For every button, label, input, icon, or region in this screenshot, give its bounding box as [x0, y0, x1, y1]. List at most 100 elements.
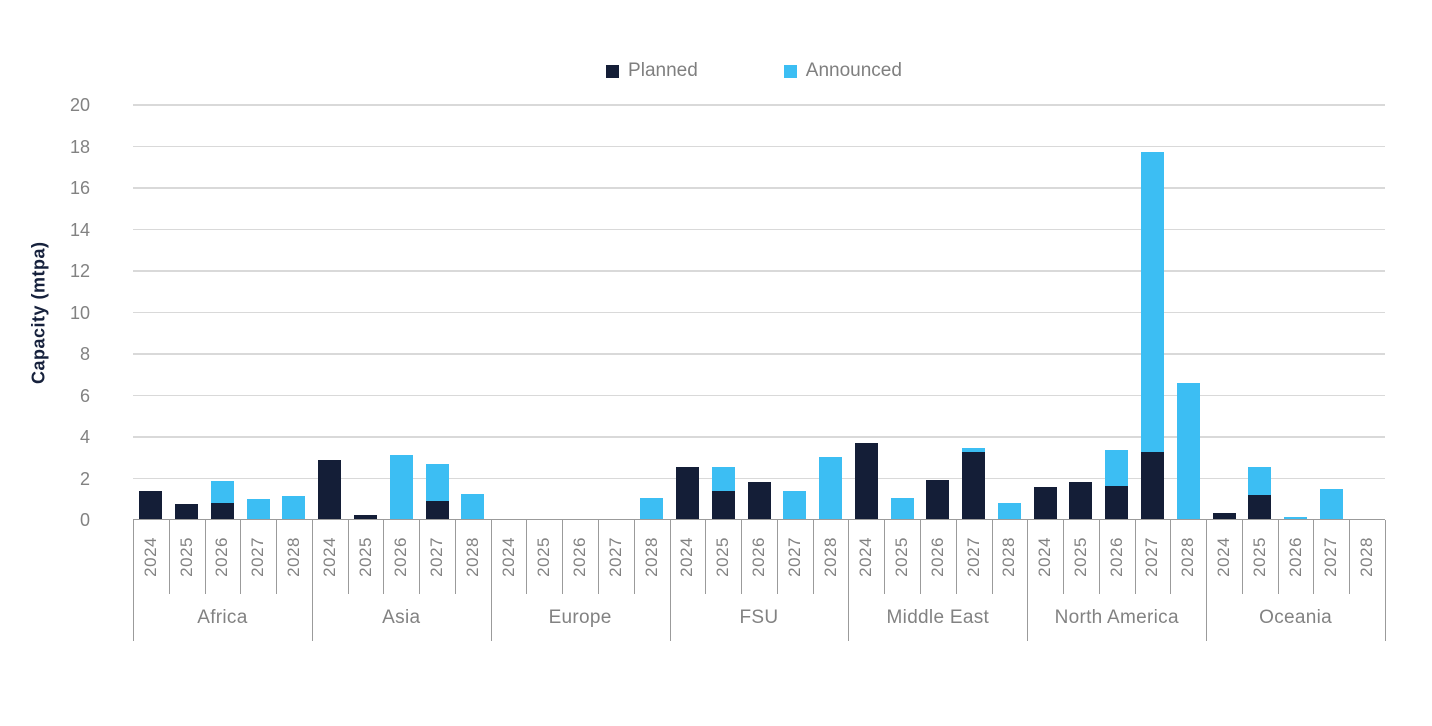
year-tick-label: 2028	[999, 537, 1019, 577]
year-tick-cell: 2025	[169, 520, 205, 594]
bar-planned-fsu-2025	[711, 491, 735, 519]
year-tick-cell: 2024	[848, 520, 884, 594]
year-divider-line	[562, 520, 564, 594]
bar-announced-middle-east-2028	[997, 503, 1021, 519]
y-tick-label: 14	[69, 219, 90, 240]
year-tick-label: 2025	[534, 537, 554, 577]
region-divider-line	[669, 520, 671, 641]
year-tick-label: 2026	[212, 537, 232, 577]
gridline	[133, 436, 1385, 438]
year-tick-label: 2025	[1070, 537, 1090, 577]
y-tick-label: 20	[69, 95, 90, 115]
year-tick-cell: 2028	[992, 520, 1028, 594]
bar-announced-asia-2027	[425, 464, 449, 502]
bar-announced-asia-2028	[461, 494, 485, 519]
bar-announced-africa-2028	[282, 496, 306, 519]
region-label-africa: Africa	[197, 606, 248, 628]
bar-planned-middle-east-2026	[926, 479, 950, 519]
bar-planned-asia-2025	[354, 514, 377, 519]
year-divider-line	[1134, 520, 1136, 594]
year-tick-label: 2024	[319, 537, 339, 577]
year-tick-label: 2026	[748, 537, 768, 577]
gridline	[133, 228, 1385, 231]
gridline	[133, 394, 1385, 397]
bar-planned-fsu-2024	[675, 467, 699, 519]
y-tick-label: 0	[79, 510, 90, 530]
bar-planned-africa-2025	[175, 504, 199, 519]
year-tick-label: 2026	[391, 537, 411, 577]
year-divider-line	[598, 520, 600, 594]
bar-planned-middle-east-2024	[854, 443, 878, 519]
year-divider-line	[1313, 520, 1315, 594]
bar-planned-africa-2024	[139, 491, 163, 519]
year-tick-cell: 2027	[777, 520, 813, 594]
gridline	[133, 477, 1385, 480]
year-tick-label: 2024	[677, 537, 697, 577]
year-divider-line	[1063, 520, 1065, 594]
legend-item-announced: Announced	[783, 60, 902, 82]
year-divider-line	[383, 520, 385, 594]
legend-swatch-planned	[606, 64, 620, 78]
y-tick-label: 10	[69, 302, 90, 323]
year-tick-label: 2027	[784, 537, 804, 577]
bar-planned-north-america-2026	[1105, 485, 1129, 519]
region-divider-line	[311, 520, 313, 641]
year-tick-label: 2024	[1214, 537, 1234, 577]
year-divider-line	[633, 520, 635, 594]
year-divider-line	[240, 520, 242, 594]
bar-announced-asia-2026	[389, 454, 413, 519]
bar-planned-oceania-2024	[1212, 512, 1236, 519]
year-tick-label: 2024	[856, 537, 876, 577]
y-tick-label: 8	[79, 344, 90, 364]
year-divider-line	[991, 520, 993, 594]
year-tick-label: 2025	[713, 537, 733, 577]
region-divider-line	[1385, 520, 1386, 641]
bar-announced-oceania-2027	[1319, 488, 1343, 519]
year-tick-cell: 2028	[1349, 520, 1385, 594]
legend-swatch-announced	[783, 64, 797, 78]
year-tick-cell: 2024	[1206, 520, 1242, 594]
year-tick-cell: 2026	[205, 520, 241, 594]
y-axis-tick-labels: 0 2 4 6 8 10 12 14 16 18 20	[0, 95, 112, 530]
bar-announced-fsu-2027	[783, 491, 807, 519]
bar-announced-middle-east-2025	[890, 498, 914, 519]
year-tick-cell: 2028	[1170, 520, 1206, 594]
bar-announced-europe-2028	[640, 498, 664, 519]
year-tick-label: 2028	[820, 537, 840, 577]
gridline	[133, 187, 1385, 189]
year-divider-line	[705, 520, 707, 594]
legend-label: Planned	[628, 60, 698, 81]
year-tick-cell: 2027	[1135, 520, 1171, 594]
y-tick-label: 18	[69, 136, 90, 157]
year-tick-label: 2027	[248, 537, 268, 577]
region-label-europe: Europe	[548, 606, 612, 628]
year-tick-label: 2028	[462, 537, 482, 577]
bar-planned-fsu-2026	[747, 481, 771, 519]
year-tick-label: 2024	[140, 537, 160, 577]
region-divider-line	[133, 520, 134, 641]
plot-area	[133, 104, 1385, 520]
year-divider-line	[1170, 520, 1172, 594]
region-label-fsu: FSU	[739, 606, 779, 628]
year-tick-cell: 2025	[1063, 520, 1099, 594]
gridline	[133, 145, 1385, 148]
gridline	[133, 311, 1385, 314]
year-divider-line	[955, 520, 957, 594]
year-tick-cell: 2025	[884, 520, 920, 594]
gridline	[133, 104, 1385, 106]
year-tick-label: 2024	[1035, 537, 1055, 577]
bar-announced-oceania-2025	[1248, 467, 1272, 496]
year-tick-cell: 2025	[1242, 520, 1278, 594]
year-divider-line	[204, 520, 206, 594]
year-divider-line	[1349, 520, 1351, 594]
y-tick-label: 4	[79, 427, 90, 447]
year-tick-label: 2026	[1285, 537, 1305, 577]
year-tick-cell: 2025	[526, 520, 562, 594]
year-tick-label: 2027	[605, 537, 625, 577]
year-tick-label: 2028	[641, 537, 661, 577]
year-tick-cell: 2024	[133, 520, 169, 594]
year-divider-line	[1277, 520, 1279, 594]
year-tick-cell: 2025	[348, 520, 384, 594]
bar-announced-north-america-2028	[1176, 383, 1200, 519]
region-label-north-america: North America	[1054, 606, 1179, 628]
